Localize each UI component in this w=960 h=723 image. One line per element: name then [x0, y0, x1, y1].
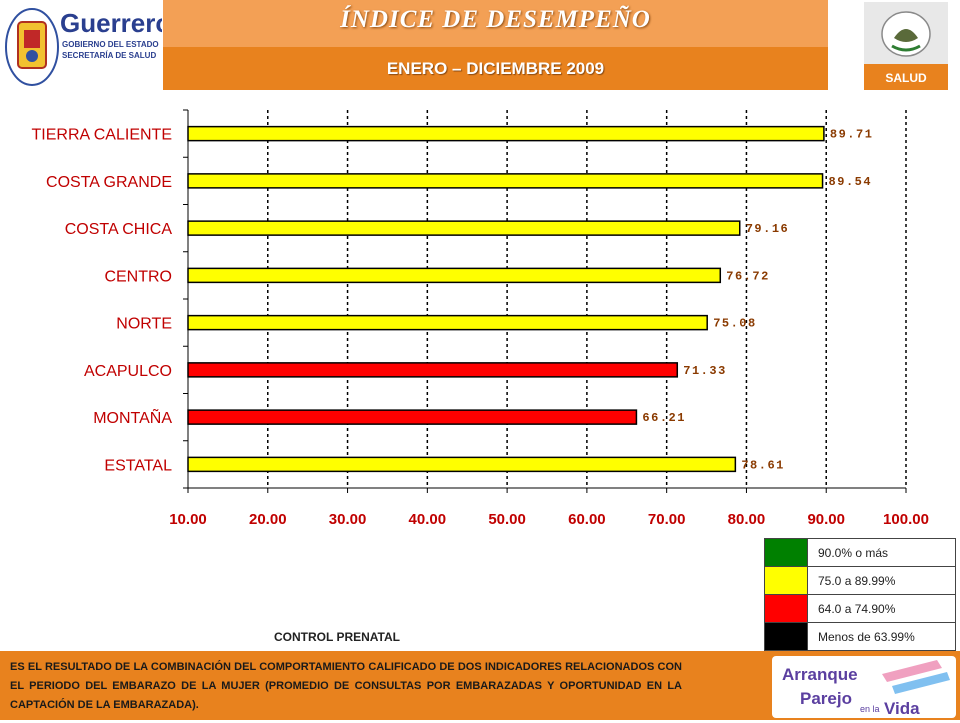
data-label: 89.54: [829, 175, 873, 189]
x-tick-label: 100.00: [883, 511, 929, 528]
header-band-top: [163, 0, 828, 47]
bar: [187, 456, 737, 473]
legend-label: 75.0 a 89.99%: [807, 566, 956, 595]
x-tick-label: 40.00: [409, 511, 447, 528]
data-label: 78.61: [741, 458, 785, 472]
data-label: 71.33: [683, 364, 727, 378]
data-label: 76.72: [726, 269, 770, 283]
x-tick-label: 70.00: [648, 511, 686, 528]
legend-row: 90.0% o más: [764, 538, 956, 567]
data-label: 75.08: [713, 317, 757, 331]
bar: [187, 409, 638, 425]
legend-swatch: [764, 566, 808, 595]
bar-chart: 10.00 20.00 30.00 40.00 50.00 60.00 70.00 80.00…: [0, 95, 960, 535]
legend-swatch: [764, 622, 808, 651]
category-label: COSTA CHICA: [65, 221, 173, 238]
bar: [187, 173, 824, 189]
legend: 90.0% o más 75.0 a 89.99% 64.0 a 74.90% Men…: [764, 538, 956, 651]
mexican-eagle-icon: [881, 11, 931, 57]
data-label: 79.16: [746, 222, 790, 236]
bar: [187, 220, 741, 236]
x-tick-label: 60.00: [568, 511, 606, 528]
legend-row: 75.0 a 89.99%: [764, 566, 956, 595]
header-band: ÍNDICE DE DESEMPEÑO ENERO – DICIEMBRE 20…: [163, 0, 828, 90]
category-label: TIERRA CALIENTE: [32, 127, 172, 144]
category-label: CENTRO: [104, 268, 172, 285]
x-tick-label: 10.00: [169, 511, 207, 528]
chart-caption: CONTROL PRENATAL: [274, 630, 400, 644]
page-subtitle: ENERO – DICIEMBRE 2009: [386, 59, 605, 78]
legend-label: 90.0% o más: [807, 538, 956, 567]
legend-label: 64.0 a 74.90%: [807, 594, 956, 623]
coat-of-arms-icon: [5, 8, 59, 86]
guerrero-logo: Guerrero GOBIERNO DEL ESTADO SECRETARÍA …: [0, 0, 171, 92]
category-label: MONTAÑA: [93, 407, 172, 427]
category-label: ESTATAL: [104, 457, 172, 474]
page-title: ÍNDICE DE DESEMPEÑO: [340, 6, 651, 33]
x-tick-label: 80.00: [728, 511, 766, 528]
salud-label: SALUD: [885, 71, 927, 85]
logo-word-3: en la: [860, 704, 880, 714]
legend-swatch: [764, 594, 808, 623]
bar: [187, 125, 825, 142]
legend-row: 64.0 a 74.90%: [764, 594, 956, 623]
legend-swatch: [764, 538, 808, 567]
logo-line2: SECRETARÍA DE SALUD: [62, 51, 156, 60]
bar: [187, 314, 708, 331]
x-tick-label: 20.00: [249, 511, 287, 528]
legend-label: Menos de 63.99%: [807, 622, 956, 651]
logo-name: Guerrero: [60, 8, 162, 38]
category-label: ACAPULCO: [84, 363, 172, 380]
x-tick-label: 30.00: [329, 511, 367, 528]
legend-row: Menos de 63.99%: [764, 622, 956, 651]
logo-word-1: Arranque: [782, 665, 858, 684]
x-tick-label: 90.00: [807, 511, 845, 528]
data-label: 89.71: [830, 128, 874, 142]
logo-line1: GOBIERNO DEL ESTADO: [62, 40, 159, 49]
x-tick-label: 50.00: [488, 511, 526, 528]
footer-text: ES EL RESULTADO DE LA COMBINACIÓN DEL CO…: [10, 661, 682, 711]
arranque-parejo-logo: Arranque Parejo en la Vida: [772, 656, 956, 718]
logo-word-4: Vida: [884, 699, 920, 718]
pencil-icon: [882, 660, 950, 694]
data-label: 66.21: [642, 411, 686, 425]
salud-logo: SALUD: [864, 2, 948, 90]
bar: [187, 362, 679, 378]
category-label: NORTE: [116, 316, 172, 333]
logo-word-2: Parejo: [800, 689, 852, 708]
category-label: COSTA GRANDE: [46, 174, 172, 191]
bar: [187, 267, 722, 284]
bar-chart-svg: 10.00 20.00 30.00 40.00 50.00 60.00 70.00 80.00…: [32, 109, 929, 528]
